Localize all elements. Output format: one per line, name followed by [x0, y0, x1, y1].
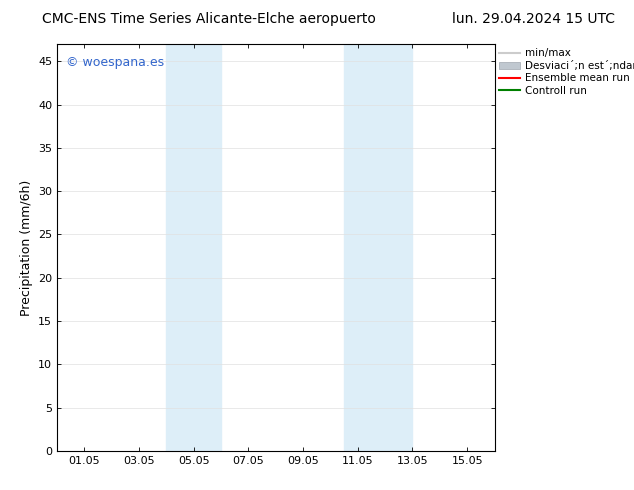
- Text: CMC-ENS Time Series Alicante-Elche aeropuerto: CMC-ENS Time Series Alicante-Elche aerop…: [42, 12, 376, 26]
- Text: lun. 29.04.2024 15 UTC: lun. 29.04.2024 15 UTC: [452, 12, 615, 26]
- Y-axis label: Precipitation (mm/6h): Precipitation (mm/6h): [20, 179, 32, 316]
- Bar: [166, 44, 194, 451]
- Bar: [372, 44, 413, 451]
- Bar: [194, 44, 221, 451]
- Text: © woespana.es: © woespana.es: [66, 56, 164, 69]
- Legend: min/max, Desviaci´;n est´;ndar, Ensemble mean run, Controll run: min/max, Desviaci´;n est´;ndar, Ensemble…: [495, 44, 634, 100]
- Bar: [344, 44, 372, 451]
